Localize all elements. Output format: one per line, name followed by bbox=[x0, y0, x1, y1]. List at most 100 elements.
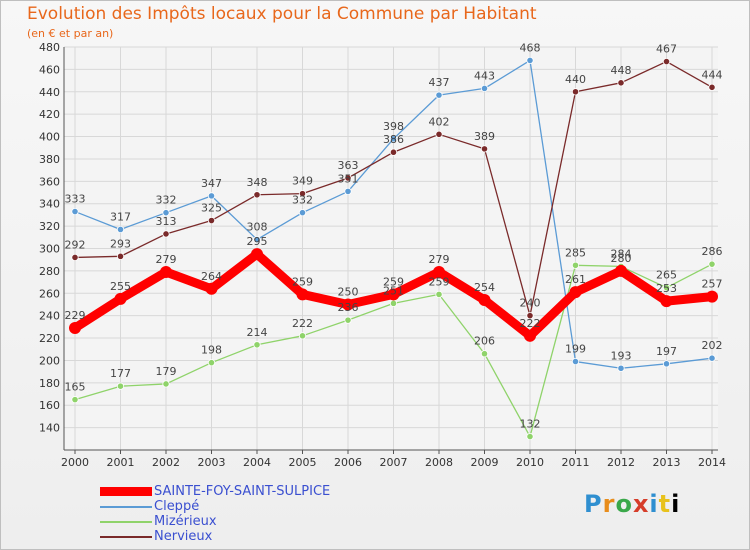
data-point bbox=[296, 288, 309, 301]
x-tick-label: 2002 bbox=[152, 456, 180, 469]
data-point bbox=[662, 57, 671, 66]
data-label: 197 bbox=[656, 345, 677, 358]
data-label: 448 bbox=[611, 64, 632, 77]
data-point bbox=[480, 145, 489, 153]
data-point bbox=[71, 207, 79, 216]
data-label: 229 bbox=[65, 309, 86, 322]
data-label: 402 bbox=[429, 115, 450, 128]
data-point bbox=[207, 192, 216, 200]
data-point bbox=[253, 191, 261, 199]
data-label: 437 bbox=[429, 76, 450, 89]
data-point bbox=[71, 396, 79, 404]
data-point bbox=[435, 290, 443, 298]
x-tick-label: 2006 bbox=[334, 456, 362, 469]
data-label: 347 bbox=[201, 177, 222, 190]
data-label: 132 bbox=[520, 418, 541, 431]
data-label: 284 bbox=[611, 247, 632, 260]
data-point bbox=[207, 216, 216, 225]
data-point bbox=[478, 293, 491, 306]
series-clepp- bbox=[71, 56, 716, 372]
data-label: 349 bbox=[292, 175, 313, 188]
data-label: 250 bbox=[338, 285, 359, 298]
data-label: 313 bbox=[156, 215, 177, 228]
y-tick-label: 160 bbox=[39, 399, 60, 412]
data-label: 444 bbox=[702, 68, 723, 81]
y-tick-label: 260 bbox=[39, 287, 60, 300]
data-label: 259 bbox=[383, 275, 404, 288]
data-point bbox=[71, 253, 79, 262]
data-label: 261 bbox=[565, 273, 586, 286]
y-tick-label: 460 bbox=[39, 63, 60, 76]
y-tick-label: 220 bbox=[39, 332, 60, 345]
data-label: 308 bbox=[247, 221, 268, 234]
data-point bbox=[253, 341, 261, 349]
data-point bbox=[298, 332, 307, 340]
data-label: 285 bbox=[565, 246, 586, 259]
data-label: 348 bbox=[247, 176, 268, 189]
data-label: 240 bbox=[520, 297, 541, 310]
data-label: 236 bbox=[338, 301, 359, 314]
data-point bbox=[342, 298, 354, 311]
x-tick-label: 2005 bbox=[289, 456, 317, 469]
data-point bbox=[253, 235, 261, 244]
data-point bbox=[251, 248, 263, 261]
data-point bbox=[617, 364, 625, 372]
data-label: 165 bbox=[65, 381, 86, 394]
legend-swatch bbox=[100, 506, 152, 508]
x-tick-label: 2008 bbox=[425, 456, 453, 469]
proxiti-logo: Proxiti bbox=[584, 490, 681, 518]
data-point bbox=[708, 83, 716, 91]
data-label: 259 bbox=[429, 275, 450, 288]
chart-title: Evolution des Impôts locaux pour la Comm… bbox=[27, 4, 537, 24]
data-point bbox=[387, 288, 400, 301]
data-label: 333 bbox=[65, 193, 86, 206]
data-label: 255 bbox=[110, 280, 131, 293]
legend-swatch bbox=[100, 536, 152, 538]
data-point bbox=[205, 282, 218, 295]
data-label: 386 bbox=[383, 133, 404, 146]
series-sainte-foy-saint-sulpice bbox=[69, 248, 718, 342]
data-point bbox=[344, 316, 352, 324]
x-tick-label: 2011 bbox=[562, 456, 590, 469]
data-label: 468 bbox=[520, 41, 541, 54]
data-label: 467 bbox=[656, 43, 677, 56]
data-label: 286 bbox=[702, 245, 723, 258]
data-point bbox=[480, 84, 489, 93]
data-point bbox=[162, 380, 170, 388]
data-point bbox=[114, 292, 127, 305]
data-label: 179 bbox=[156, 365, 177, 378]
data-label: 398 bbox=[383, 120, 404, 133]
y-tick-label: 320 bbox=[39, 220, 60, 233]
data-label: 292 bbox=[65, 238, 86, 251]
data-label: 293 bbox=[110, 237, 131, 250]
data-point bbox=[298, 209, 307, 217]
y-tick-label: 340 bbox=[39, 198, 60, 211]
legend-swatch bbox=[100, 521, 152, 523]
data-label: 317 bbox=[110, 210, 131, 223]
data-point bbox=[617, 79, 625, 87]
data-label: 222 bbox=[520, 317, 541, 330]
data-point bbox=[298, 190, 307, 198]
data-point bbox=[116, 382, 125, 390]
x-tick-label: 2013 bbox=[653, 456, 681, 469]
data-point bbox=[116, 252, 125, 260]
y-tick-label: 140 bbox=[39, 422, 60, 435]
data-point bbox=[389, 299, 398, 307]
data-point bbox=[708, 260, 716, 268]
legend-label: SAINTE-FOY-SAINT-SULPICE bbox=[154, 484, 331, 499]
data-point bbox=[116, 225, 125, 234]
data-label: 177 bbox=[110, 367, 131, 380]
data-point bbox=[389, 148, 398, 156]
data-point bbox=[706, 290, 718, 303]
x-tick-label: 2000 bbox=[61, 456, 89, 469]
y-tick-label: 280 bbox=[39, 265, 60, 278]
x-tick-label: 2004 bbox=[243, 456, 271, 469]
data-label: 443 bbox=[474, 69, 495, 82]
data-point bbox=[207, 359, 216, 367]
data-label: 280 bbox=[611, 252, 632, 265]
data-point bbox=[526, 56, 534, 65]
data-point bbox=[162, 209, 170, 217]
data-point bbox=[526, 432, 534, 441]
data-point bbox=[571, 88, 580, 96]
